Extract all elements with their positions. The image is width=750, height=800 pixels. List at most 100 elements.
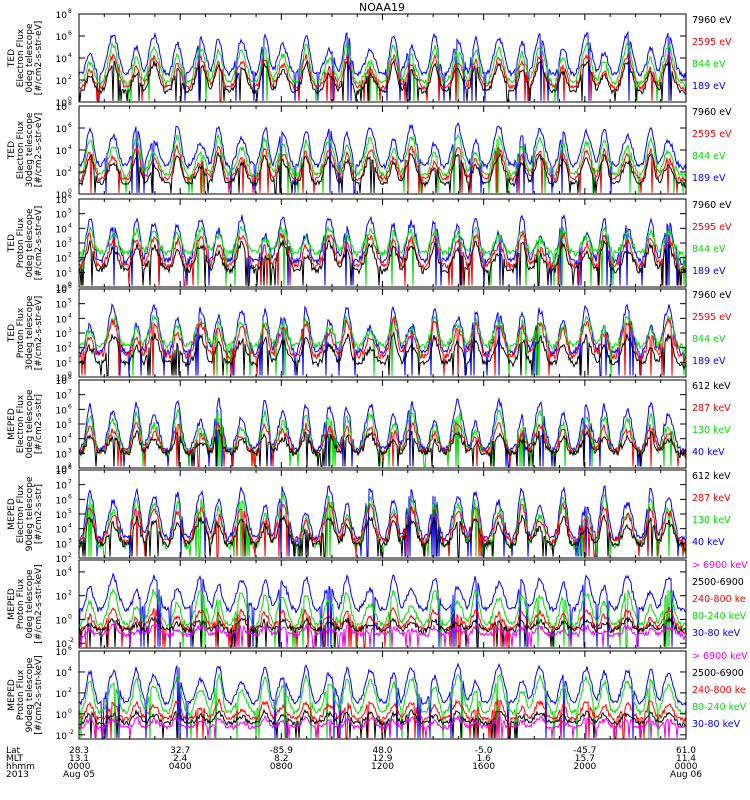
y-tick-label: 10	[56, 315, 68, 325]
y-tick-exponent: 5	[68, 208, 72, 215]
y-tick-exponent: 1	[68, 356, 72, 363]
y-tick-label: 10	[56, 330, 68, 340]
y-tick-label: 10	[56, 711, 68, 721]
series-line-2595-ev	[79, 230, 686, 286]
series-line-30-80-kev	[79, 572, 686, 647]
y-tick-exponent: 0	[68, 708, 72, 715]
y-tick-exponent: 2	[68, 166, 72, 173]
y-tick-exponent: 7	[68, 389, 72, 396]
legend-entry-240-800-ke: 240-800 ke	[692, 594, 746, 605]
series-line-189-ev	[79, 213, 686, 286]
y-tick-label: 10	[56, 191, 68, 201]
y-tick-label: 10	[56, 147, 68, 157]
y-tick-exponent: 6	[68, 493, 72, 500]
y-tick-label: 10	[56, 648, 68, 658]
x-tick-date: Aug 05	[63, 770, 95, 780]
y-axis-label-line: [#/cm2-s-str-keV]	[34, 564, 44, 643]
legend-entry-189-ev: 189 eV	[692, 81, 726, 92]
y-tick-label: 10	[56, 436, 68, 446]
x-tick-mlt: 1.6	[477, 754, 492, 764]
series-line-7960-ev	[79, 238, 686, 286]
legend-entry-287-kev: 287 keV	[692, 493, 731, 504]
panel-traces	[79, 572, 686, 648]
y-tick-exponent: 0	[68, 188, 72, 195]
y-tick-exponent: 2	[68, 462, 72, 469]
y-tick-exponent: 3	[68, 537, 72, 544]
panel-traces	[79, 30, 686, 102]
y-tick-label: 10	[56, 496, 68, 506]
y-tick-exponent: 0	[68, 281, 72, 288]
y-axis-label-line: [#/cm2-s-str-eV]	[34, 296, 44, 371]
series-line-2500-6900	[79, 708, 686, 739]
y-axis-label-line: 90deg telescope	[25, 476, 35, 551]
y-tick-exponent: 1	[68, 266, 72, 273]
legend-entry-2500-6900: 2500-6900	[692, 668, 744, 679]
y-tick-label: 10	[56, 640, 68, 650]
x-tick-hhmm: 0800	[270, 762, 293, 772]
y-tick-exponent: 5	[68, 298, 72, 305]
legend-entry-30-80-kev: 30-80 keV	[692, 719, 741, 730]
y-tick-exponent: 6	[68, 283, 72, 290]
x-tick-mlt: 8.2	[274, 754, 288, 764]
y-axis-label-line: MEPED	[7, 588, 17, 620]
x-row-label-hhmm: hhmm	[6, 762, 35, 772]
y-axis-label-line: 0deg telescope	[25, 569, 35, 639]
y-tick-label: 10	[56, 540, 68, 550]
y-tick-exponent: 3	[68, 237, 72, 244]
y-tick-exponent: 5	[68, 418, 72, 425]
series-line-612-kev	[79, 513, 686, 557]
x-tick-mlt: 11.4	[676, 754, 696, 764]
y-axis-label-line: TED	[7, 49, 17, 68]
y-tick-exponent: 6	[68, 122, 72, 129]
y-tick-label: 10	[56, 569, 68, 579]
legend-entry-844-ev: 844 eV	[692, 244, 726, 255]
y-tick-exponent: 0	[68, 613, 72, 620]
legend-entry-7960-ev: 7960 eV	[692, 290, 732, 301]
x-row-label-lat: Lat	[6, 746, 21, 756]
y-tick-label: 10	[56, 690, 68, 700]
y-tick-exponent: 8	[68, 8, 72, 15]
legend-entry-130-kev: 130 keV	[692, 515, 731, 526]
x-tick-lat: 48.0	[372, 746, 392, 756]
y-tick-label: 10	[56, 406, 68, 416]
y-tick-label: 10	[56, 467, 68, 477]
y-tick-label: 10	[56, 225, 68, 235]
y-tick-exponent: 8	[68, 464, 72, 471]
y-axis-label-line: [#/cm2-s-str]	[34, 484, 44, 544]
y-tick-label: 10	[56, 99, 68, 109]
y-tick-exponent: 2	[68, 687, 72, 694]
y-tick-exponent: 4	[68, 312, 72, 319]
y-tick-label: 10	[56, 377, 68, 387]
y-tick-label: 10	[56, 593, 68, 603]
y-tick-label: 10	[56, 511, 68, 521]
legend-entry-844-ev: 844 eV	[692, 59, 726, 70]
y-tick-exponent: 6	[68, 403, 72, 410]
y-tick-label: 10	[56, 345, 68, 355]
y-axis-label-line: TED	[7, 324, 17, 343]
y-tick-exponent: 2	[68, 552, 72, 559]
series-line-287-kev	[79, 500, 686, 557]
legend-entry-189-ev: 189 eV	[692, 173, 726, 184]
y-axis-label-line: TED	[7, 141, 17, 160]
y-tick-label: 10	[56, 616, 68, 626]
legend-entry-2500-6900: 2500-6900	[692, 577, 744, 588]
y-tick-exponent: 6	[68, 193, 72, 200]
y-tick-exponent: 4	[68, 433, 72, 440]
y-tick-exponent: -2	[68, 729, 74, 736]
y-axis-label-line: Electron Flux	[16, 484, 26, 543]
y-axis-label-line: MEPED	[7, 498, 17, 530]
legend-entry-2595-ev: 2595 eV	[692, 312, 732, 323]
x-tick-lat: 61.0	[676, 746, 696, 756]
y-tick-exponent: 5	[68, 508, 72, 515]
y-tick-exponent: 0	[68, 96, 72, 103]
series-line-80-240-kev	[79, 672, 686, 739]
legend-entry-7960-ev: 7960 eV	[692, 200, 732, 211]
x-tick-lat: 28.3	[69, 746, 89, 756]
panel-traces	[79, 302, 686, 376]
y-tick-exponent: 6	[68, 30, 72, 37]
panel-frame	[78, 288, 687, 378]
y-tick-exponent: 4	[68, 52, 72, 59]
x-tick-hhmm: 0000	[68, 762, 91, 772]
y-axis-label-line: Proton Flux	[16, 578, 26, 629]
